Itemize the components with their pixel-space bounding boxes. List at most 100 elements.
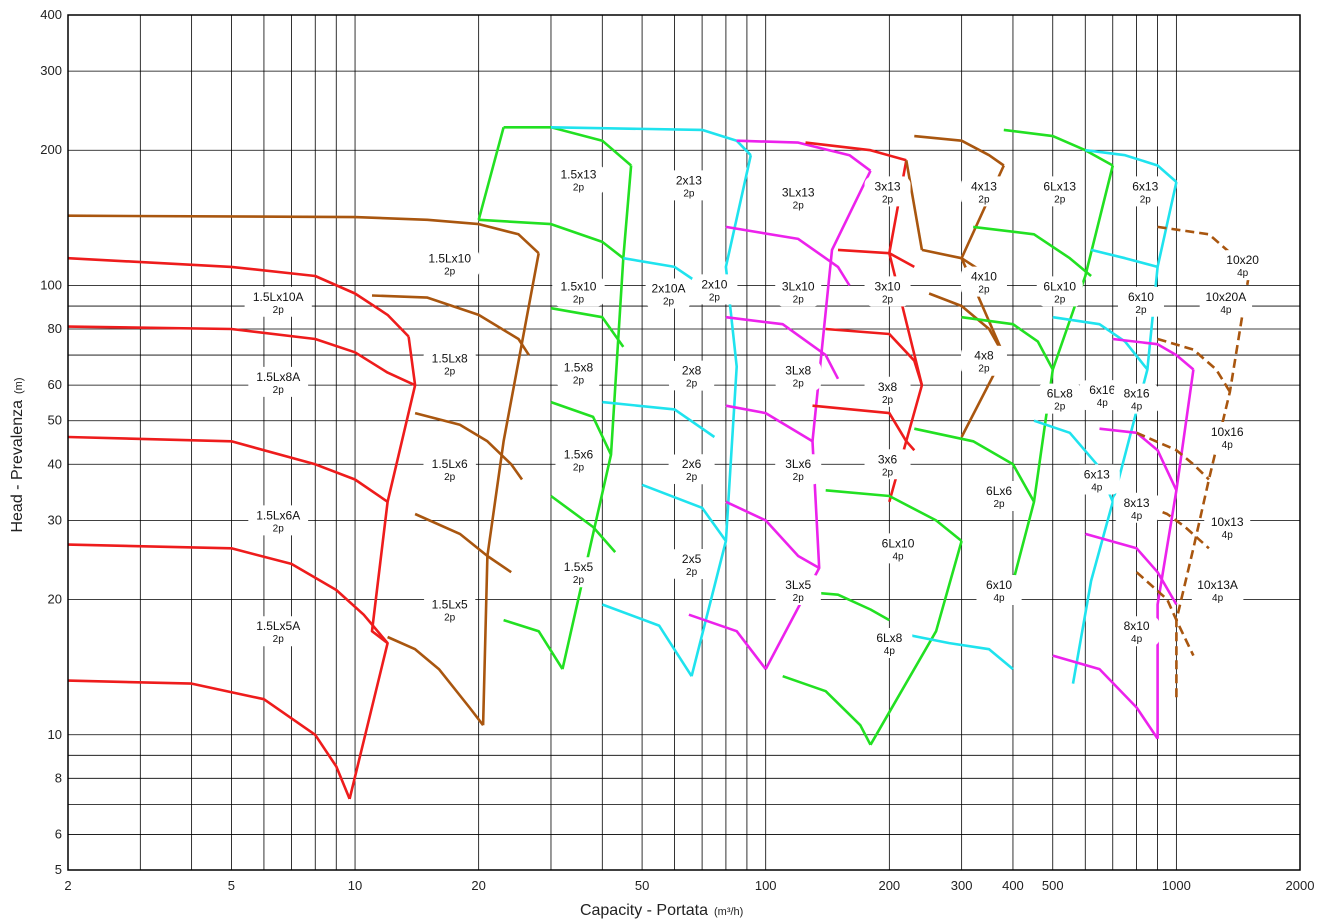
model-label: 6Lx10 — [1043, 279, 1076, 293]
model-pole-label: 2p — [444, 613, 456, 624]
x-tick-label: 20 — [471, 878, 485, 893]
model-pole-label: 4p — [1097, 398, 1109, 409]
model-label-bg — [960, 266, 1007, 297]
model-label-bg — [1219, 250, 1266, 281]
model-pole-label: 4p — [1222, 440, 1234, 451]
curve-green — [869, 540, 963, 746]
y-tick-label: 40 — [48, 456, 62, 471]
curve-red — [67, 679, 351, 800]
y-tick-label: 10 — [48, 727, 62, 742]
model-label: 10x20A — [1206, 290, 1247, 304]
model-label: 3x13 — [875, 179, 901, 193]
curve-brown — [371, 294, 530, 356]
curve-magenta — [1084, 532, 1178, 606]
y-tick-label: 6 — [55, 826, 62, 841]
model-label-bg — [1036, 176, 1083, 207]
tick-layer: 2 5 10 20 50 100 200 300 400 500 1000 2000568102030… — [40, 7, 1314, 893]
model-label-bg — [875, 533, 922, 564]
model-label-bg — [555, 357, 602, 388]
y-tick-label: 30 — [48, 512, 62, 527]
model-pole-label: 2p — [686, 567, 698, 578]
model-label: 3Lx5 — [785, 578, 811, 592]
x-tick-label: 1000 — [1162, 878, 1191, 893]
model-label-bg — [645, 278, 692, 309]
curve-red — [67, 435, 389, 503]
x-tick-label: 5 — [228, 878, 235, 893]
model-pole-label: 2p — [793, 200, 805, 211]
model-label-bg — [244, 286, 312, 317]
curve-brown — [960, 164, 1006, 438]
y-tick-label: 8 — [55, 770, 62, 785]
model-label-bg — [1073, 464, 1120, 495]
model-label-bg — [668, 360, 715, 391]
curve-red — [812, 404, 916, 452]
curve-green — [961, 315, 1054, 371]
model-pole-label: 2p — [686, 472, 698, 483]
y-tick-label: 300 — [40, 63, 62, 78]
model-label-bg — [1122, 176, 1169, 207]
model-label: 6x10 — [986, 578, 1012, 592]
curve-magenta — [725, 500, 820, 570]
model-label-bg — [864, 376, 911, 407]
model-label-bg — [864, 176, 911, 207]
curve-magenta — [1052, 654, 1159, 740]
model-label: 3Lx8 — [785, 364, 811, 378]
model-pole-label: 4p — [1131, 402, 1143, 413]
model-pole-label: 2p — [978, 364, 990, 375]
x-tick-label: 2 — [64, 878, 71, 893]
model-label: 10x13 — [1211, 515, 1244, 529]
model-pole-label: 2p — [709, 292, 721, 303]
curve-cyan — [1052, 315, 1149, 371]
model-label-bg — [423, 594, 476, 625]
model-label: 6Lx10 — [882, 536, 915, 550]
model-pole-label: 2p — [793, 379, 805, 390]
model-label-bg — [775, 360, 822, 391]
model-label-bg — [1199, 286, 1253, 317]
model-pole-label: 2p — [573, 183, 585, 194]
y-tick-label: 60 — [48, 377, 62, 392]
curve-green — [973, 225, 1092, 277]
curve-magenta — [1156, 369, 1195, 739]
model-pole-label: 2p — [882, 395, 894, 406]
curve-cyan — [641, 483, 727, 542]
curve-brown — [914, 134, 1005, 167]
model-pole-label: 2p — [663, 296, 675, 307]
curve-magenta — [688, 613, 767, 670]
model-label-bg — [960, 345, 1007, 376]
x-axis-title-group: Capacity - Portata (m³/h) — [580, 902, 743, 919]
model-pole-label: 4p — [1222, 530, 1234, 541]
x-tick-label: 500 — [1042, 878, 1064, 893]
model-label: 6x10 — [1128, 290, 1154, 304]
model-label-bg — [423, 348, 476, 379]
model-label-bg — [1113, 383, 1160, 414]
model-label: 1.5Lx5 — [432, 598, 468, 612]
model-pole-label: 2p — [273, 305, 285, 316]
model-label: 1.5Lx8A — [256, 370, 300, 384]
model-label: 2x10A — [652, 281, 686, 295]
curve-dashed_brown — [1136, 431, 1210, 481]
model-pole-label: 2p — [273, 523, 285, 534]
model-label: 4x8 — [974, 349, 994, 363]
model-label-bg — [866, 628, 913, 659]
model-label: 3x8 — [878, 380, 898, 394]
y-tick-label: 20 — [48, 592, 62, 607]
curve-layer — [67, 126, 1250, 800]
plot-frame — [67, 14, 1301, 871]
curve-brown — [414, 411, 524, 481]
model-label-bg — [1204, 512, 1251, 543]
model-label-bg — [248, 505, 309, 536]
model-label-bg — [1113, 492, 1160, 523]
model-label-bg — [668, 454, 715, 485]
model-label-bg — [864, 449, 911, 480]
model-label: 1.5x10 — [560, 279, 596, 293]
label-layer: 1.5Lx10A2p1.5Lx8A2p1.5Lx6A2p1.5Lx5A2p1.5… — [244, 164, 1266, 659]
curve-red — [805, 141, 907, 162]
model-pole-label: 2p — [1135, 305, 1147, 316]
model-label-bg — [665, 170, 712, 201]
curve-red — [348, 336, 417, 800]
model-pole-label: 4p — [1220, 305, 1232, 316]
model-pole-label: 2p — [978, 194, 990, 205]
curve-magenta — [725, 404, 814, 443]
model-label: 3x6 — [878, 452, 898, 466]
model-label-bg — [1036, 276, 1083, 307]
